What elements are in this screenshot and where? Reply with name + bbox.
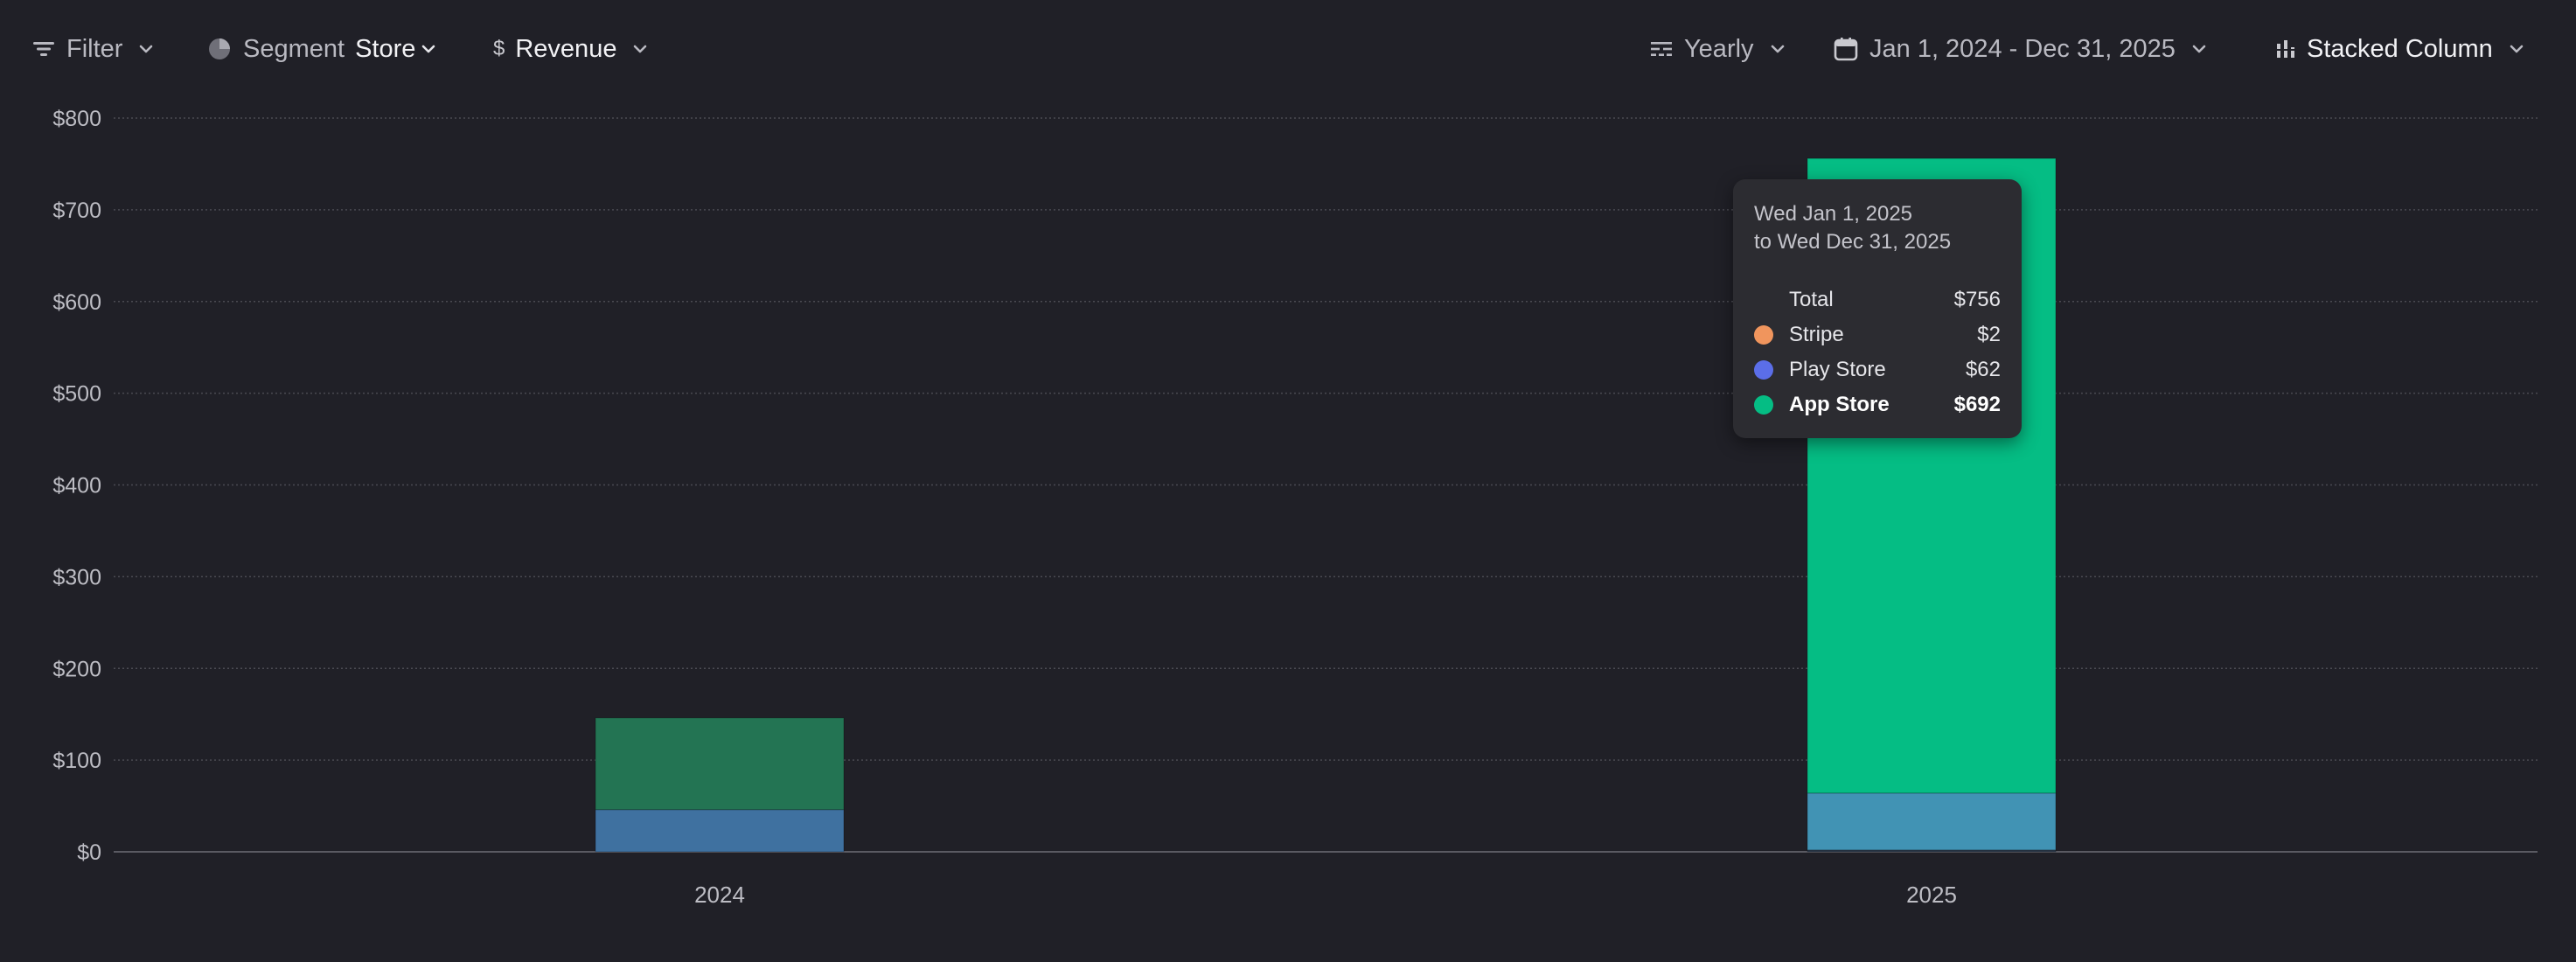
x-axis: 2024 2025 (694, 882, 1957, 908)
y-tick-label: $400 (52, 474, 101, 498)
y-tick-label: $0 (77, 840, 101, 865)
y-axis: $0 $100 $200 $300 $400 $500 $600 $700 $800 (52, 107, 101, 865)
metric-value: Revenue (515, 34, 617, 63)
y-tick-label: $700 (52, 199, 101, 223)
tooltip-row-name: Stripe (1789, 323, 1844, 346)
chevron-down-icon (422, 45, 435, 53)
chevron-down-icon (2192, 45, 2206, 53)
tooltip-row-stripe: Stripe $2 (1754, 317, 2001, 352)
dollar-icon: $ (493, 37, 505, 60)
calendar-icon (1834, 38, 1858, 61)
interval-selector[interactable]: Yearly (1649, 26, 1787, 72)
chevron-down-icon (634, 45, 647, 53)
bar-segment-app-store-2024[interactable] (595, 717, 845, 811)
tooltip-row-value: $756 (1953, 288, 2001, 311)
toolbar: Filter Segment Store $ Revenue (0, 0, 2576, 98)
chart-type-icon (2275, 40, 2296, 58)
segment-value: Store (355, 34, 416, 63)
chevron-down-icon (140, 45, 153, 53)
filter-icon (33, 42, 54, 56)
legend-dot-stripe (1754, 325, 1773, 345)
tooltip-row-name: Total (1789, 288, 1834, 311)
y-tick-label: $600 (52, 290, 101, 315)
tooltip-row-value: $2 (1977, 323, 2001, 346)
y-tick-label: $500 (52, 382, 101, 407)
tooltip-row-play-store: Play Store $62 (1754, 352, 2001, 387)
chevron-down-icon (2510, 45, 2524, 53)
tooltip-row-name: App Store (1789, 393, 1890, 416)
tooltip-date-start: Wed Jan 1, 2025 (1754, 202, 1913, 226)
tooltip-row-app-store: App Store $692 (1754, 387, 2001, 422)
tooltip-date-end: to Wed Dec 31, 2025 (1754, 230, 1952, 254)
date-range-value: Jan 1, 2024 - Dec 31, 2025 (1869, 34, 2176, 63)
x-tick-label: 2025 (1906, 882, 1957, 908)
segment-selector[interactable]: Segment Store (206, 26, 438, 72)
tooltip-row-total: Total $756 (1754, 282, 2001, 317)
bar-segment-play-store-2024[interactable] (595, 809, 845, 853)
interval-value: Yearly (1684, 34, 1754, 63)
date-range-selector[interactable]: Jan 1, 2024 - Dec 31, 2025 (1833, 26, 2209, 72)
tooltip-row-name: Play Store (1789, 358, 1886, 381)
tooltip-row-value: $692 (1953, 393, 2001, 416)
legend-dot-play-store (1754, 360, 1773, 380)
bar-segment-play-store-2025[interactable] (1807, 792, 2057, 851)
chart-type-selector[interactable]: Stacked Column (2275, 26, 2526, 72)
pie-chart-icon (209, 38, 230, 59)
interval-icon (1651, 42, 1672, 56)
y-tick-label: $300 (52, 565, 101, 589)
chart-type-value: Stacked Column (2307, 34, 2493, 63)
metric-selector[interactable]: $ Revenue (493, 26, 650, 72)
filter-button[interactable]: Filter (31, 26, 156, 72)
legend-dot-app-store (1754, 395, 1773, 415)
chart-tooltip: Wed Jan 1, 2025 to Wed Dec 31, 2025 Tota… (1733, 179, 2022, 438)
x-tick-label: 2024 (694, 882, 745, 908)
y-tick-label: $800 (52, 107, 101, 131)
y-tick-label: $100 (52, 749, 101, 773)
grid (114, 117, 2538, 853)
tooltip-row-value: $62 (1965, 358, 2001, 381)
y-tick-label: $200 (52, 657, 101, 681)
filter-label: Filter (66, 34, 123, 63)
chevron-down-icon (1771, 45, 1784, 53)
segment-label: Segment (243, 34, 345, 63)
